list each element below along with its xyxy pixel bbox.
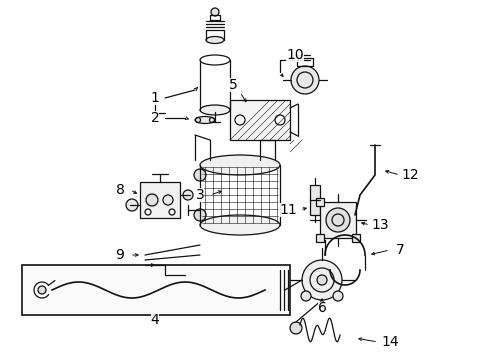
Bar bbox=[229, 100, 289, 140]
Bar bbox=[140, 182, 180, 218]
Text: 5: 5 bbox=[228, 78, 237, 92]
Text: 3: 3 bbox=[195, 188, 204, 202]
Bar bbox=[22, 265, 289, 315]
Circle shape bbox=[289, 322, 302, 334]
Text: 13: 13 bbox=[370, 218, 388, 232]
Text: 6: 6 bbox=[317, 301, 326, 315]
Circle shape bbox=[302, 260, 341, 300]
Bar bbox=[315, 198, 324, 206]
Ellipse shape bbox=[200, 155, 280, 175]
Circle shape bbox=[38, 286, 46, 294]
Circle shape bbox=[274, 115, 285, 125]
Ellipse shape bbox=[146, 194, 158, 206]
Text: 9: 9 bbox=[115, 248, 124, 262]
Bar bbox=[319, 202, 355, 238]
Ellipse shape bbox=[205, 36, 224, 44]
Text: 1: 1 bbox=[150, 91, 159, 105]
Circle shape bbox=[194, 209, 205, 221]
Circle shape bbox=[332, 291, 342, 301]
Circle shape bbox=[290, 66, 318, 94]
Text: 4: 4 bbox=[150, 313, 159, 327]
Circle shape bbox=[210, 8, 219, 16]
Circle shape bbox=[183, 190, 193, 200]
Circle shape bbox=[126, 199, 138, 211]
Text: 11: 11 bbox=[279, 203, 296, 217]
Text: 14: 14 bbox=[381, 335, 398, 349]
Circle shape bbox=[235, 115, 244, 125]
Text: 10: 10 bbox=[285, 48, 303, 62]
Text: 2: 2 bbox=[150, 111, 159, 125]
Circle shape bbox=[325, 208, 349, 232]
Bar bbox=[315, 234, 324, 242]
Bar bbox=[351, 234, 359, 242]
Text: 12: 12 bbox=[400, 168, 418, 182]
Text: 7: 7 bbox=[395, 243, 404, 257]
Circle shape bbox=[194, 169, 205, 181]
Circle shape bbox=[301, 291, 310, 301]
Bar bbox=[309, 185, 319, 215]
Ellipse shape bbox=[195, 117, 215, 123]
Circle shape bbox=[316, 275, 326, 285]
Ellipse shape bbox=[200, 105, 229, 115]
Ellipse shape bbox=[200, 215, 280, 235]
Text: 8: 8 bbox=[115, 183, 124, 197]
